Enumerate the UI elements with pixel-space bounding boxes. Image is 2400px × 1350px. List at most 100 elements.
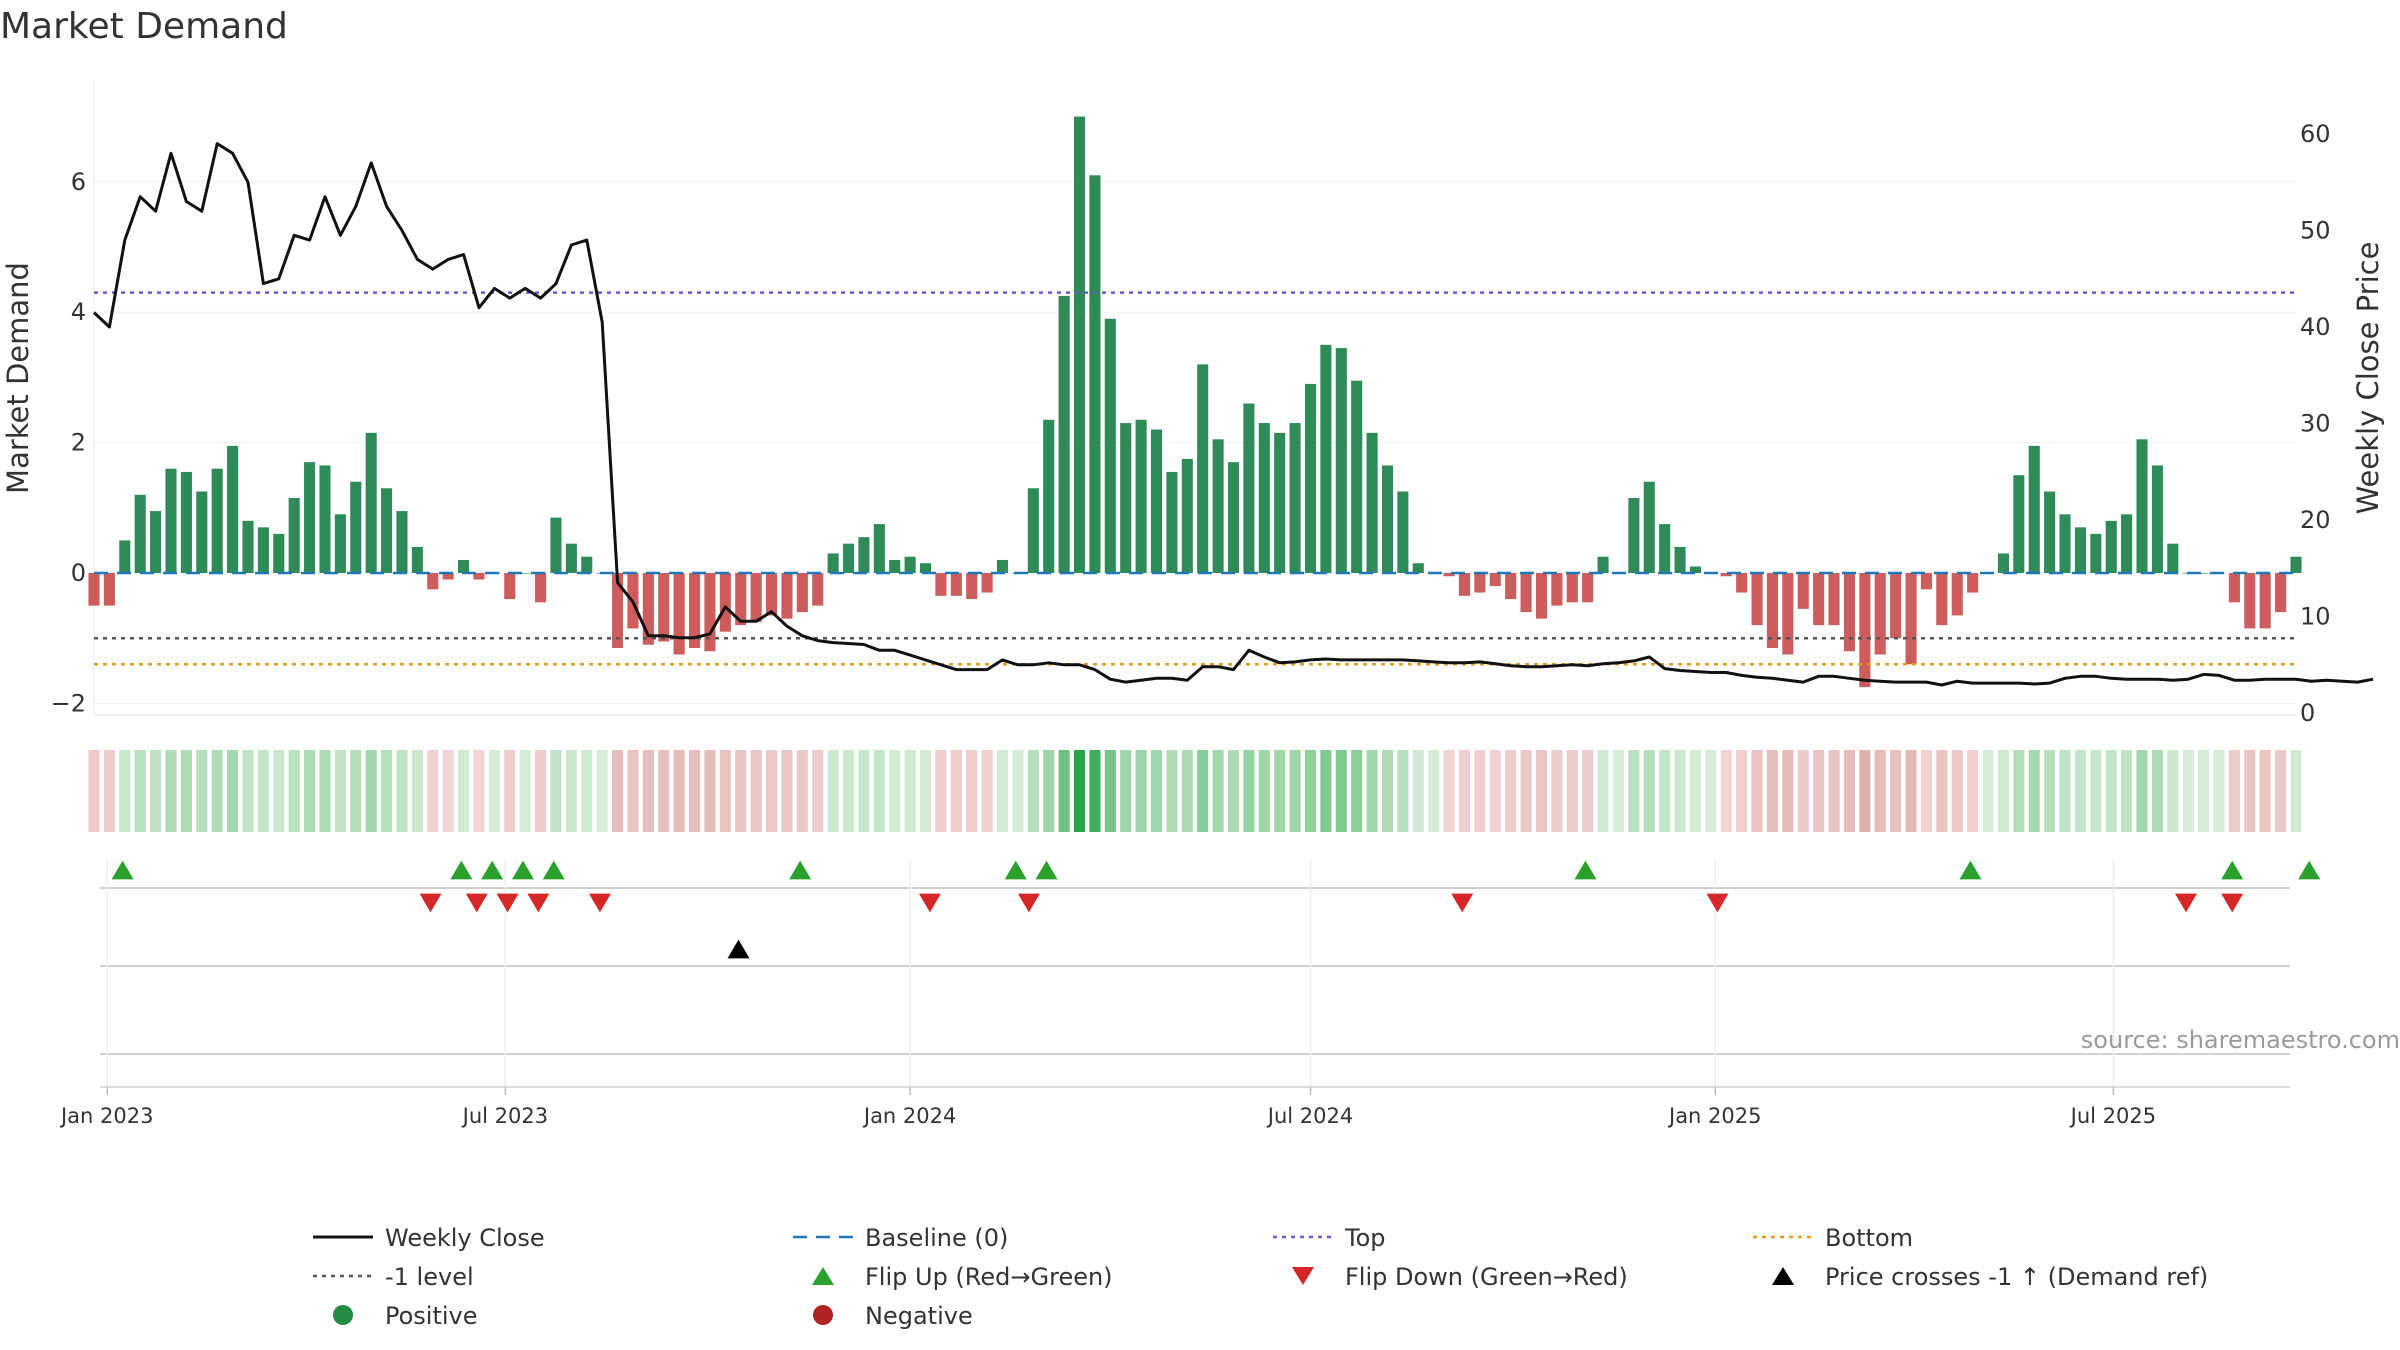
heat-cell: [781, 750, 793, 832]
heat-cell: [1043, 750, 1055, 832]
demand-bar: [765, 573, 778, 616]
heat-cell: [1505, 750, 1517, 832]
heat-cell: [1874, 750, 1886, 832]
heat-cell: [1012, 750, 1024, 832]
demand-bar: [781, 573, 793, 619]
demand-bar: [735, 573, 747, 626]
heat-cell: [2275, 750, 2287, 832]
demand-bar: [1797, 573, 1809, 609]
demand-bar: [150, 511, 162, 573]
heat-cell: [550, 750, 562, 832]
demand-bar: [1043, 419, 1055, 573]
heat-cell: [1982, 750, 1994, 832]
flip-down-marker: [527, 893, 550, 913]
heat-cell: [858, 750, 870, 832]
demand-bar: [812, 573, 824, 606]
demand-bar: [319, 465, 331, 573]
heat-cell: [1582, 750, 1594, 832]
demand-bar: [458, 559, 470, 573]
demand-bar: [2167, 543, 2179, 573]
demand-bar: [1828, 573, 1840, 626]
heat-cell: [427, 750, 439, 832]
flip-up-marker: [789, 860, 812, 880]
heat-cell: [2074, 750, 2086, 832]
heat-cell: [565, 750, 577, 832]
demand-bar: [504, 573, 516, 600]
demand-bar: [365, 432, 377, 573]
legend-label: Bottom: [1825, 1224, 1913, 1252]
demand-bar: [1843, 573, 1855, 652]
heat-cell: [1936, 750, 1948, 832]
heat-cell: [1474, 750, 1486, 832]
demand-bar: [381, 488, 393, 573]
heat-cell: [2090, 750, 2102, 832]
flip-markers: [111, 860, 2321, 959]
y2-tick-label: 60: [2300, 120, 2331, 148]
demand-bars: [88, 116, 2302, 688]
heat-cell: [2013, 750, 2025, 832]
demand-bar: [842, 543, 855, 573]
demand-bar: [873, 524, 885, 573]
heat-cell: [1828, 750, 1840, 832]
demand-bar: [396, 511, 408, 573]
gridlines: [93, 80, 2296, 1088]
flip-up-marker: [1035, 860, 1058, 880]
demand-bar: [1397, 491, 1409, 573]
x-tick-label: Jan 2023: [59, 1104, 154, 1128]
heat-cell: [581, 750, 593, 832]
demand-bar: [1243, 403, 1255, 573]
demand-bar: [1058, 295, 1070, 573]
heat-cell: [1412, 750, 1424, 832]
heat-cell: [1659, 750, 1671, 832]
demand-bar: [1289, 423, 1301, 573]
demand-bar: [257, 527, 269, 573]
heat-cell: [873, 750, 885, 832]
heat-cell: [1397, 750, 1409, 832]
heat-cell: [1197, 750, 1209, 832]
demand-bar: [519, 573, 531, 574]
heat-cell: [165, 750, 177, 832]
heat-cell: [396, 750, 408, 832]
demand-bar: [719, 573, 731, 632]
heat-cell: [2028, 750, 2040, 832]
y2-tick-label: 50: [2300, 217, 2331, 245]
heat-cell: [1859, 750, 1871, 832]
y2-ticks: 0 10 20 30 40 50 60: [2300, 120, 2331, 727]
demand-bar: [1905, 573, 1917, 665]
x-ticks: Jan 2023 Jul 2023 Jan 2024 Jul 2024 Jan 2025…: [59, 1087, 2156, 1128]
heat-cell: [2244, 750, 2256, 832]
demand-bar: [411, 546, 423, 573]
demand-bar: [1366, 432, 1378, 573]
heat-cell: [1150, 750, 1163, 832]
demand-bar: [2275, 573, 2287, 613]
demand-bar: [642, 573, 654, 645]
heat-cell: [180, 750, 192, 832]
heat-cell: [411, 750, 423, 832]
demand-bar: [1150, 429, 1163, 573]
y-axis-label: Market Demand: [1, 262, 35, 494]
heat-cell: [596, 750, 608, 832]
demand-bar: [2090, 533, 2102, 573]
flip-down-marker: [588, 893, 611, 913]
heat-cell: [1551, 750, 1563, 832]
y-tick-label: 4: [71, 298, 86, 326]
heat-cell: [1289, 750, 1301, 832]
demand-bar: [2244, 573, 2256, 629]
demand-bar: [1859, 573, 1871, 688]
demand-bar: [2105, 520, 2117, 573]
demand-bar: [1412, 563, 1424, 573]
legend-label: Positive: [385, 1302, 478, 1330]
demand-bar: [1936, 573, 1948, 626]
demand-bar: [1951, 573, 1963, 616]
heat-cell: [134, 750, 146, 832]
flip-down-marker: [1706, 893, 1729, 913]
demand-bar: [165, 468, 177, 573]
heat-cell: [1274, 750, 1286, 832]
demand-bar: [1997, 553, 2009, 573]
heat-cell: [1073, 750, 1086, 832]
heat-cell: [442, 750, 454, 832]
heat-cell: [1135, 750, 1147, 832]
demand-bar: [1104, 318, 1116, 573]
legend-label: Flip Down (Green→Red): [1345, 1263, 1628, 1291]
heat-cell: [1705, 750, 1717, 832]
